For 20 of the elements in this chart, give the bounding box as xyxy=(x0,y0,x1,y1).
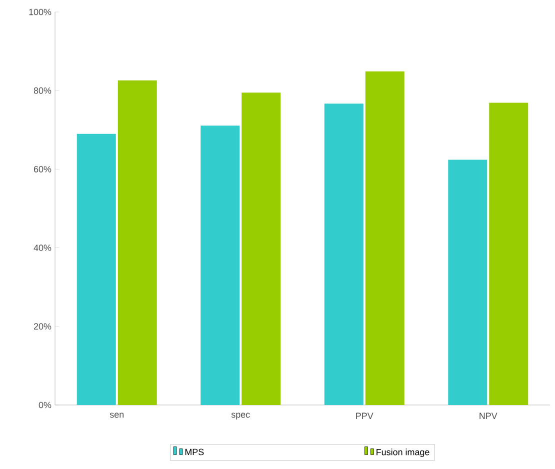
bar xyxy=(76,134,116,405)
bar xyxy=(324,104,364,405)
y-tick-label: 0% xyxy=(38,402,52,408)
y-tick-label: 100% xyxy=(29,8,52,16)
x-tick-label: spec xyxy=(231,412,250,420)
bar xyxy=(489,102,528,405)
bar xyxy=(242,92,281,405)
bar xyxy=(448,160,488,405)
bar xyxy=(200,126,240,405)
x-tick-label: PPV xyxy=(356,412,374,419)
y-tick-label: 60% xyxy=(34,166,52,172)
legend-label: Fusion image xyxy=(376,448,430,458)
bar xyxy=(365,71,404,405)
y-tick-label: 20% xyxy=(34,323,52,330)
bar xyxy=(118,80,157,405)
y-tick-label: 40% xyxy=(34,244,52,251)
legend-label: MPS xyxy=(185,448,204,456)
y-tick-label: 80% xyxy=(34,87,52,94)
x-tick-label: NPV xyxy=(480,412,498,419)
x-tick-label: sen xyxy=(110,412,124,418)
